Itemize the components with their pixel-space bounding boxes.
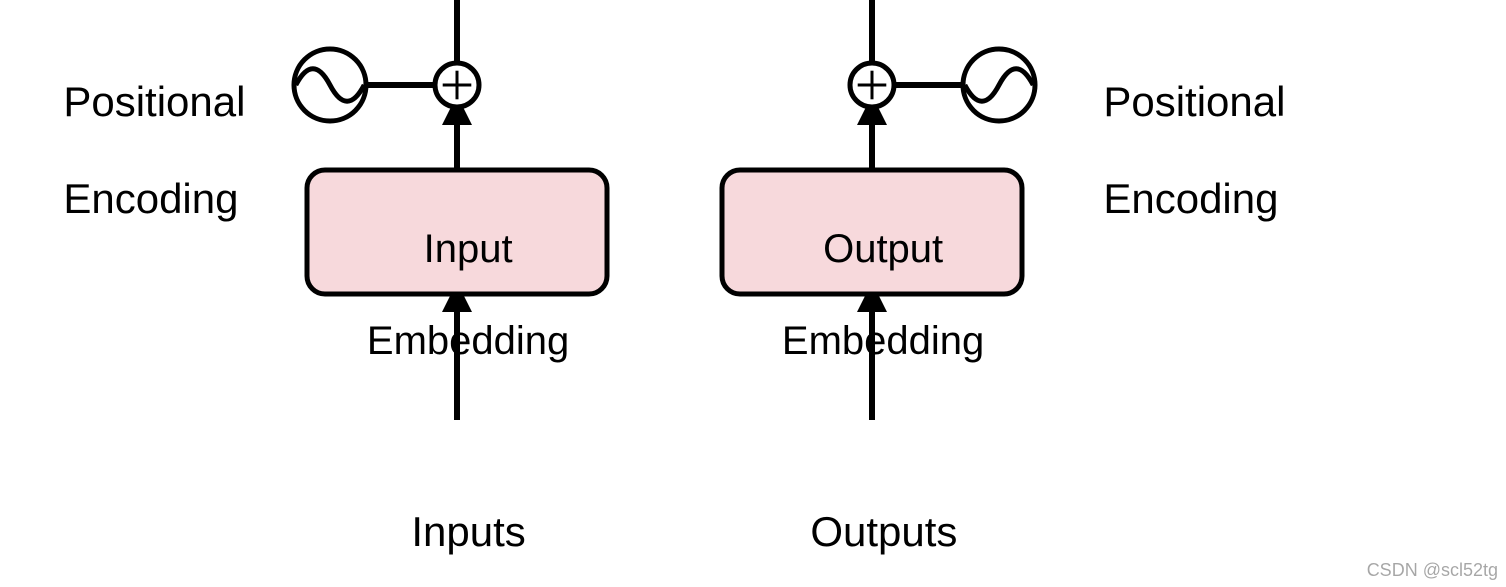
text: Embedding: [367, 319, 569, 363]
left-positional-encoding-label: Positional Encoding: [40, 30, 245, 223]
right-embedding-box-label: Output Embedding: [722, 180, 1022, 364]
text: Positional: [63, 78, 245, 125]
right-positional-encoding-label: Positional Encoding: [1080, 30, 1285, 223]
left-embedding-box-label: Input Embedding: [307, 180, 607, 364]
text: Output: [823, 227, 943, 271]
text: Encoding: [1103, 175, 1278, 222]
text: Embedding: [782, 319, 984, 363]
text: Inputs: [411, 508, 525, 555]
text: Input: [424, 227, 513, 271]
right-outputs-label: Outputs (shifted right): [738, 460, 1006, 587]
text: Encoding: [63, 175, 238, 222]
text: Positional: [1103, 78, 1285, 125]
text: Outputs: [810, 508, 957, 555]
watermark-text: CSDN @scl52tg: [1367, 560, 1498, 581]
left-inputs-label: Inputs: [388, 460, 526, 557]
